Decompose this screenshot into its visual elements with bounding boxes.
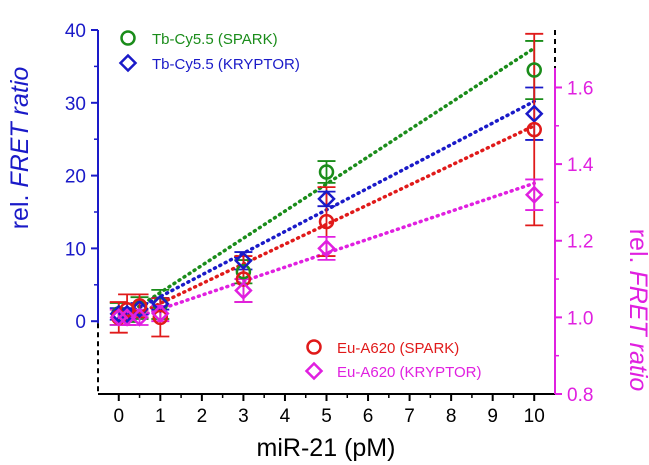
data-point-diamond xyxy=(130,308,149,327)
data-point-diamond xyxy=(234,251,253,271)
y-axis-title-right-italic: FRET ratio xyxy=(624,270,649,391)
x-tick-label: 1 xyxy=(155,406,166,427)
legend-marker-circle xyxy=(306,339,322,355)
data-point-circle xyxy=(131,298,148,314)
y-left-tick-label: 10 xyxy=(65,239,86,260)
y-right-tick-label: 1.6 xyxy=(567,78,593,99)
legend-marker-circle xyxy=(120,30,136,46)
x-tick-label: 10 xyxy=(524,406,545,427)
x-tick-label: 0 xyxy=(113,406,124,427)
y-right-tick-label: 1.4 xyxy=(567,155,594,176)
data-point-diamond xyxy=(130,299,149,319)
x-tick-label: 3 xyxy=(238,406,249,427)
tick-labels: 0 1 2 3 4 5 6 7 8 9 10 0 10 20 30 40 0.8 1.0 1.2 1.4 1.6 xyxy=(65,21,594,427)
data-point-circle xyxy=(526,62,542,78)
data-point-diamond xyxy=(151,304,170,323)
x-tick-label: 8 xyxy=(446,406,457,427)
data-point-diamond xyxy=(117,308,137,327)
data-point-circle xyxy=(318,213,335,230)
y-left-tick-label: 40 xyxy=(65,21,86,42)
y-axis-title-left-italic: FRET ratio xyxy=(6,67,34,188)
data-point-circle xyxy=(318,164,335,180)
fit-line-series-3 xyxy=(117,181,536,325)
legend-label: Tb-Cy5.5 (SPARK) xyxy=(152,31,278,48)
legend-label: Eu-A620 (KRYPTOR) xyxy=(337,364,482,381)
x-axis-title: miR-21 (pM) xyxy=(257,434,396,462)
fit-lines xyxy=(117,46,536,325)
data-point-circle xyxy=(235,271,252,287)
x-tick-label: 9 xyxy=(487,406,498,427)
legend-label: Eu-A620 (SPARK) xyxy=(337,340,459,357)
y-axis-title-left: rel. FRET ratio xyxy=(6,67,34,230)
data-point-circle xyxy=(152,309,169,326)
data-point-diamond xyxy=(317,189,336,209)
y-axis-title-right-plain: rel. xyxy=(624,229,649,271)
legend-marker-diamond xyxy=(118,53,138,73)
x-tick-label: 2 xyxy=(197,406,208,427)
data-point-diamond xyxy=(317,239,336,258)
legend: Tb-Cy5.5 (SPARK) Tb-Cy5.5 (KRYPTOR) Eu-A62… xyxy=(118,30,482,381)
fit-line-series-0 xyxy=(117,46,536,322)
y-left-tick-label: 30 xyxy=(65,94,86,115)
data-point-circle xyxy=(526,121,542,138)
axis-ticks xyxy=(91,29,562,401)
x-tick-label: 5 xyxy=(321,406,332,427)
y-left-tick-label: 0 xyxy=(75,312,86,333)
legend-label: Tb-Cy5.5 (KRYPTOR) xyxy=(152,56,300,73)
data-point-circle xyxy=(235,263,252,280)
y-axis-title-left-plain: rel. xyxy=(6,188,34,230)
y-right-tick-label: 1.0 xyxy=(567,308,593,329)
data-point-diamond xyxy=(524,185,544,205)
y-right-tick-label: 0.8 xyxy=(567,385,593,406)
y-axis-title-right: rel. FRET ratio xyxy=(624,229,649,392)
legend-marker-diamond xyxy=(304,361,324,381)
y-left-tick-label: 20 xyxy=(65,167,86,188)
x-tick-label: 7 xyxy=(404,406,415,427)
data-markers xyxy=(109,62,544,327)
data-point-diamond xyxy=(524,104,544,123)
y-right-tick-label: 1.2 xyxy=(567,232,593,253)
data-point-diamond xyxy=(234,281,253,300)
x-tick-label: 6 xyxy=(363,406,374,427)
x-tick-label: 4 xyxy=(280,406,291,427)
